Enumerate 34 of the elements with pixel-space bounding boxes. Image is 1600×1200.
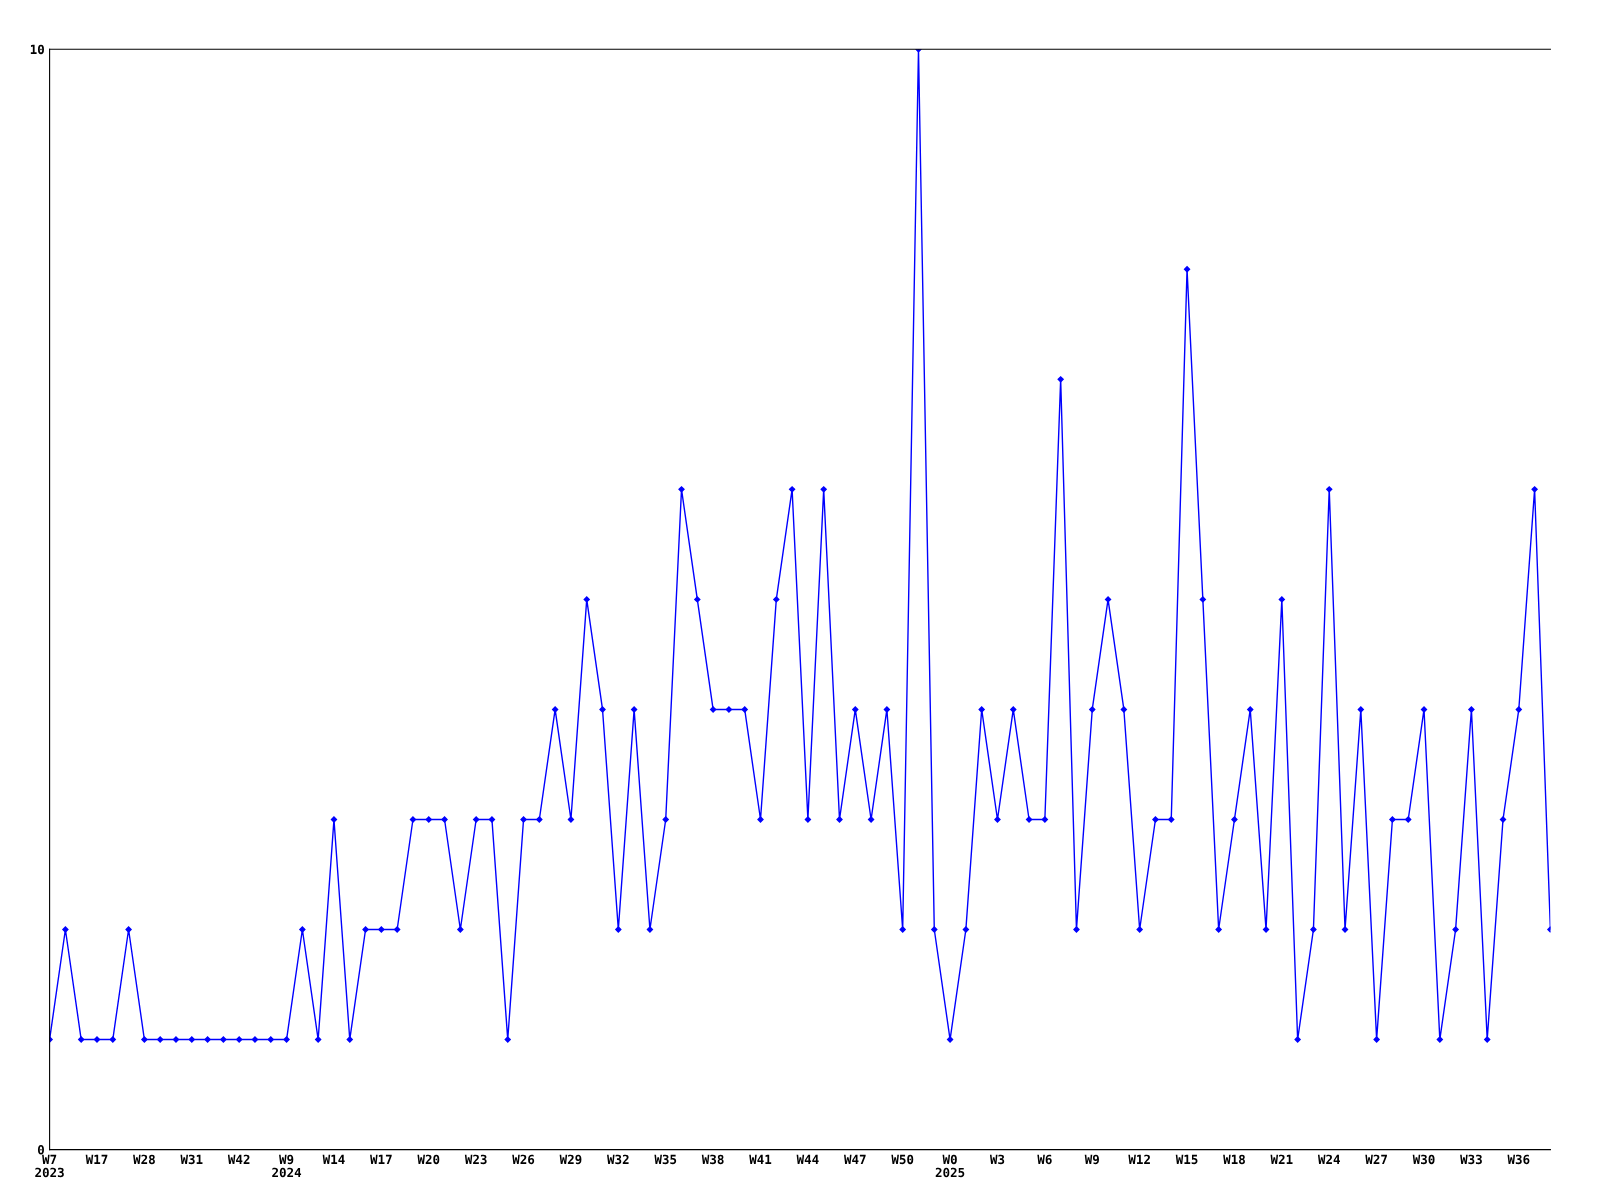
x-tick-label: W9 2024 bbox=[272, 1154, 302, 1178]
y-tick-label: 10 bbox=[30, 44, 44, 55]
x-tick-label: W33 bbox=[1460, 1154, 1482, 1165]
x-tick-label: W26 bbox=[512, 1154, 535, 1165]
x-tick-label: W20 bbox=[417, 1154, 440, 1165]
x-tick-label: W41 bbox=[749, 1154, 772, 1164]
x-tick-label: W3 bbox=[989, 1154, 1005, 1165]
x-tick-label: W42 bbox=[227, 1154, 250, 1164]
x-tick-label: W27 bbox=[1365, 1154, 1387, 1164]
x-tick-label: W12 bbox=[1128, 1154, 1150, 1164]
y-tick-label: 0 bbox=[37, 1145, 44, 1155]
x-tick-label: W30 bbox=[1412, 1154, 1435, 1165]
x-tick-label: W24 bbox=[1317, 1154, 1340, 1164]
x-tick-label: W17 bbox=[85, 1154, 108, 1164]
x-tick-label: W21 bbox=[1270, 1154, 1293, 1164]
x-tick-label: W23 bbox=[464, 1154, 487, 1165]
x-tick-label: W18 bbox=[1223, 1154, 1245, 1165]
x-tick-label: W17 bbox=[370, 1154, 392, 1164]
x-tick-label: W47 bbox=[844, 1154, 866, 1164]
x-tick-label: W29 bbox=[559, 1154, 582, 1165]
x-tick-label: W32 bbox=[607, 1154, 629, 1165]
x-tick-label: W31 bbox=[180, 1154, 203, 1165]
x-tick-label: W38 bbox=[701, 1154, 724, 1165]
x-tick-label: W6 bbox=[1037, 1154, 1052, 1165]
x-tick-label: W44 bbox=[796, 1154, 819, 1164]
x-tick-label: W35 bbox=[654, 1154, 677, 1165]
x-tick-label: W7 2023 bbox=[35, 1154, 64, 1178]
x-tick-label: W36 bbox=[1507, 1154, 1530, 1165]
x-tick-label: W9 bbox=[1084, 1154, 1099, 1165]
x-tick-label: W50 bbox=[891, 1154, 914, 1165]
x-tick-label: W28 bbox=[133, 1154, 155, 1165]
x-tick-label: W0 2025 bbox=[935, 1154, 965, 1178]
x-tick-label: W14 bbox=[322, 1154, 345, 1164]
x-tick-label: W15 bbox=[1175, 1154, 1198, 1165]
